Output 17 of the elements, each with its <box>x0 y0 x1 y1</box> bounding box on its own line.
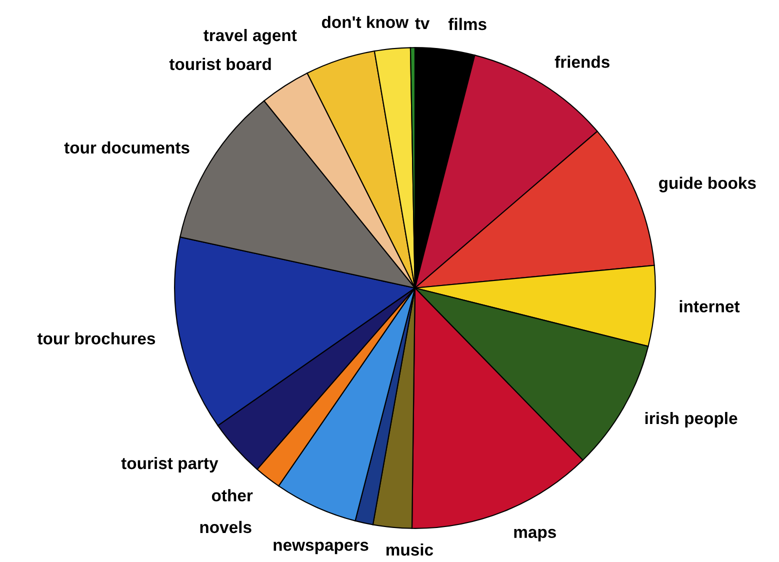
slice-label: music <box>386 543 434 556</box>
slice-label: internet <box>680 300 740 312</box>
slice-label: guide books <box>659 176 756 192</box>
slice-label: friends <box>554 56 610 68</box>
slice-label: tourist board <box>169 58 271 70</box>
slice-label: films <box>448 18 486 30</box>
slice-label: travel agent <box>204 28 297 45</box>
slice-label: maps <box>514 528 556 542</box>
slice-label: tour brochures <box>37 332 156 344</box>
slice-label: tour documents <box>64 141 190 154</box>
slice-label: irish people <box>645 412 738 428</box>
slice-label: newspapers <box>274 542 368 554</box>
slice-label: tourist party <box>121 456 218 472</box>
slice-label: don't know <box>322 16 409 28</box>
slice-label: tv <box>415 18 430 30</box>
slice-label: other <box>212 489 253 502</box>
slice-label: novels <box>200 520 252 534</box>
